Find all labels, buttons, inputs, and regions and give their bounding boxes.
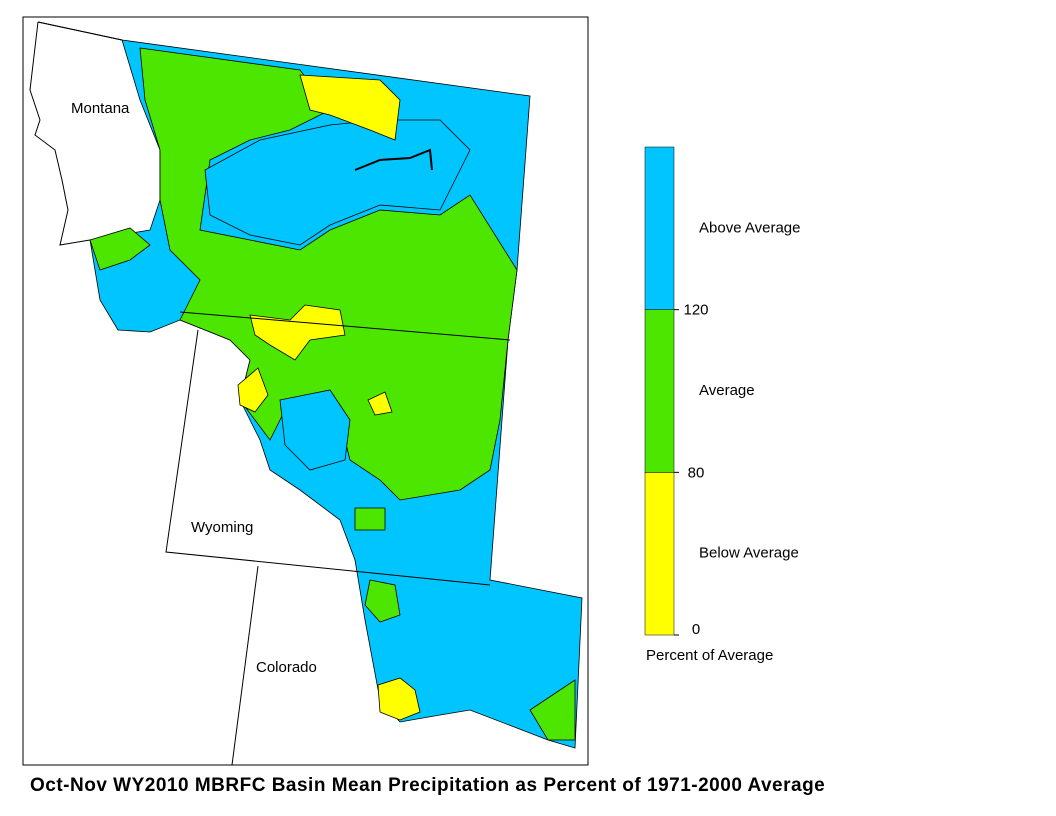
legend-swatch [644,472,675,636]
basin-below [237,367,269,413]
basin-above [279,389,351,471]
wyoming-border [165,311,511,586]
legend: Below Average Average Above Average 0 80 120 [644,146,800,638]
basin-below [299,74,401,141]
basin-average [364,579,401,623]
legend-swatch [644,309,675,473]
legend-tick-label: 120 [683,302,708,319]
legend-tick-label: 0 [692,621,700,638]
state-lines [29,21,511,766]
basin-average [529,679,576,741]
legend-title: Percent of Average [646,647,773,664]
basin-below [377,677,421,721]
basin-average [89,227,151,271]
basin-below [249,304,346,361]
basin-below [367,391,393,416]
basins [89,39,583,749]
basin-average [139,47,518,501]
montana-border [29,21,123,246]
legend-label: Above Average [699,219,800,236]
legend-label: Below Average [699,545,799,562]
map-title: Oct-Nov WY2010 MBRFC Basin Mean Precipit… [30,775,825,796]
legend-tick-label: 80 [688,464,705,481]
state-label: Wyoming [191,519,253,536]
state-label: Colorado [256,659,317,676]
legend-swatch [644,146,675,310]
state-label: Montana [71,100,130,117]
reservoir [354,148,433,171]
basin-average [354,507,386,531]
colorado-border [231,565,259,766]
legend-label: Average [699,382,755,399]
